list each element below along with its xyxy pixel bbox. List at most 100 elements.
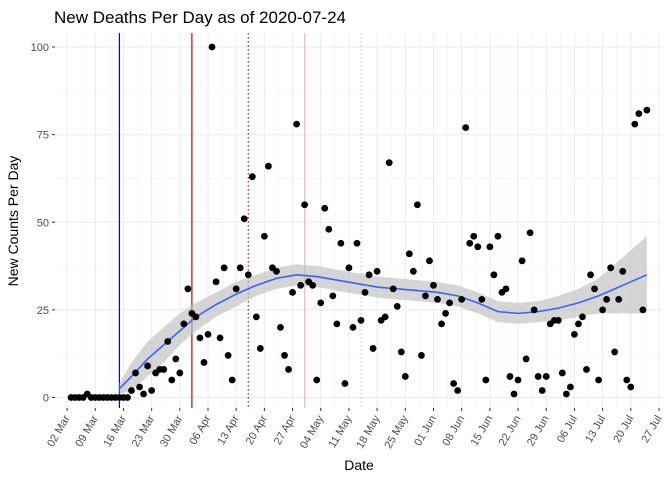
data-point xyxy=(140,390,147,398)
y-tick-label: 75 xyxy=(37,130,49,142)
data-point xyxy=(297,281,305,289)
data-point xyxy=(212,278,220,286)
data-point xyxy=(196,334,204,342)
data-point xyxy=(325,225,333,233)
data-point xyxy=(381,313,389,321)
data-point xyxy=(518,257,526,265)
data-point xyxy=(583,366,590,373)
x-tick-label: 01 Jun xyxy=(412,414,439,449)
data-point xyxy=(478,295,486,303)
data-point xyxy=(530,306,538,314)
data-point xyxy=(216,334,224,342)
data-point xyxy=(341,380,349,387)
data-point xyxy=(128,387,135,394)
data-point xyxy=(349,323,357,331)
data-point xyxy=(571,331,578,338)
data-point xyxy=(232,285,240,293)
data-point xyxy=(575,320,582,328)
data-point xyxy=(309,281,317,289)
data-point xyxy=(506,373,514,380)
data-point xyxy=(180,320,188,328)
x-tick-label: 02 Mar xyxy=(45,413,73,449)
data-point xyxy=(607,264,615,272)
data-point xyxy=(450,380,458,387)
data-point xyxy=(603,295,611,303)
data-point xyxy=(534,373,542,380)
x-tick-label: 06 Apr xyxy=(187,413,213,447)
data-point xyxy=(293,120,300,128)
x-tick-label: 09 Mar xyxy=(73,413,101,449)
data-point xyxy=(168,376,176,384)
data-point xyxy=(357,316,365,324)
data-point xyxy=(397,348,405,356)
data-point xyxy=(623,376,631,384)
data-point xyxy=(285,366,292,373)
data-point xyxy=(413,201,421,209)
x-tick-label: 29 Jun xyxy=(525,414,552,449)
data-point xyxy=(333,320,341,328)
data-point xyxy=(385,159,393,167)
data-point xyxy=(482,376,490,384)
data-point xyxy=(373,267,381,275)
reference-lines xyxy=(118,33,362,408)
data-point xyxy=(277,323,284,331)
data-point xyxy=(313,376,321,384)
data-point xyxy=(329,292,337,300)
x-tick-label: 16 Mar xyxy=(102,413,130,449)
data-point xyxy=(184,285,192,293)
data-point xyxy=(595,376,602,384)
data-point xyxy=(405,250,413,258)
x-tick-label: 06 Jul xyxy=(555,414,580,445)
data-point xyxy=(458,295,466,303)
data-point xyxy=(599,306,607,314)
data-point xyxy=(438,320,445,328)
data-point xyxy=(144,362,152,370)
data-point xyxy=(365,271,373,279)
data-point xyxy=(369,345,377,352)
data-point xyxy=(462,124,470,132)
data-point xyxy=(643,106,651,114)
data-point xyxy=(631,120,639,128)
data-points xyxy=(67,43,651,401)
smooth-trend xyxy=(118,236,648,394)
data-point xyxy=(514,376,522,384)
x-tick-label: 18 May xyxy=(354,413,383,451)
x-tick-label: 13 Apr xyxy=(215,413,241,447)
data-point xyxy=(502,285,510,293)
x-axis-label: Date xyxy=(344,457,374,473)
x-tick-label: 22 Jun xyxy=(497,414,524,449)
data-point xyxy=(627,383,635,391)
data-point xyxy=(148,387,156,394)
data-point xyxy=(224,352,232,359)
data-point xyxy=(228,376,236,384)
y-tick-label: 25 xyxy=(37,305,49,317)
data-point xyxy=(389,285,397,293)
data-point xyxy=(401,373,409,380)
data-point xyxy=(526,229,534,237)
x-tick-label: 04 May xyxy=(298,413,327,451)
data-point xyxy=(454,387,462,394)
data-point xyxy=(256,345,264,352)
data-point xyxy=(558,369,566,377)
data-point xyxy=(579,313,586,321)
data-point xyxy=(160,366,168,373)
data-point xyxy=(494,232,502,240)
data-point xyxy=(409,267,417,275)
data-point xyxy=(301,201,309,209)
data-point xyxy=(418,352,425,359)
data-point xyxy=(200,359,208,366)
x-tick-label: 23 Mar xyxy=(130,413,158,449)
data-point xyxy=(289,288,296,296)
data-point xyxy=(562,390,570,398)
data-point xyxy=(220,264,228,272)
data-point xyxy=(554,316,562,324)
data-point xyxy=(337,239,345,247)
data-point xyxy=(273,267,280,275)
data-point xyxy=(426,257,433,265)
data-point xyxy=(619,267,627,275)
data-point xyxy=(470,232,478,240)
data-point xyxy=(204,331,212,338)
x-tick-label: 27 Jul xyxy=(639,414,664,445)
data-point xyxy=(566,383,574,391)
y-tick-label: 50 xyxy=(37,217,49,229)
